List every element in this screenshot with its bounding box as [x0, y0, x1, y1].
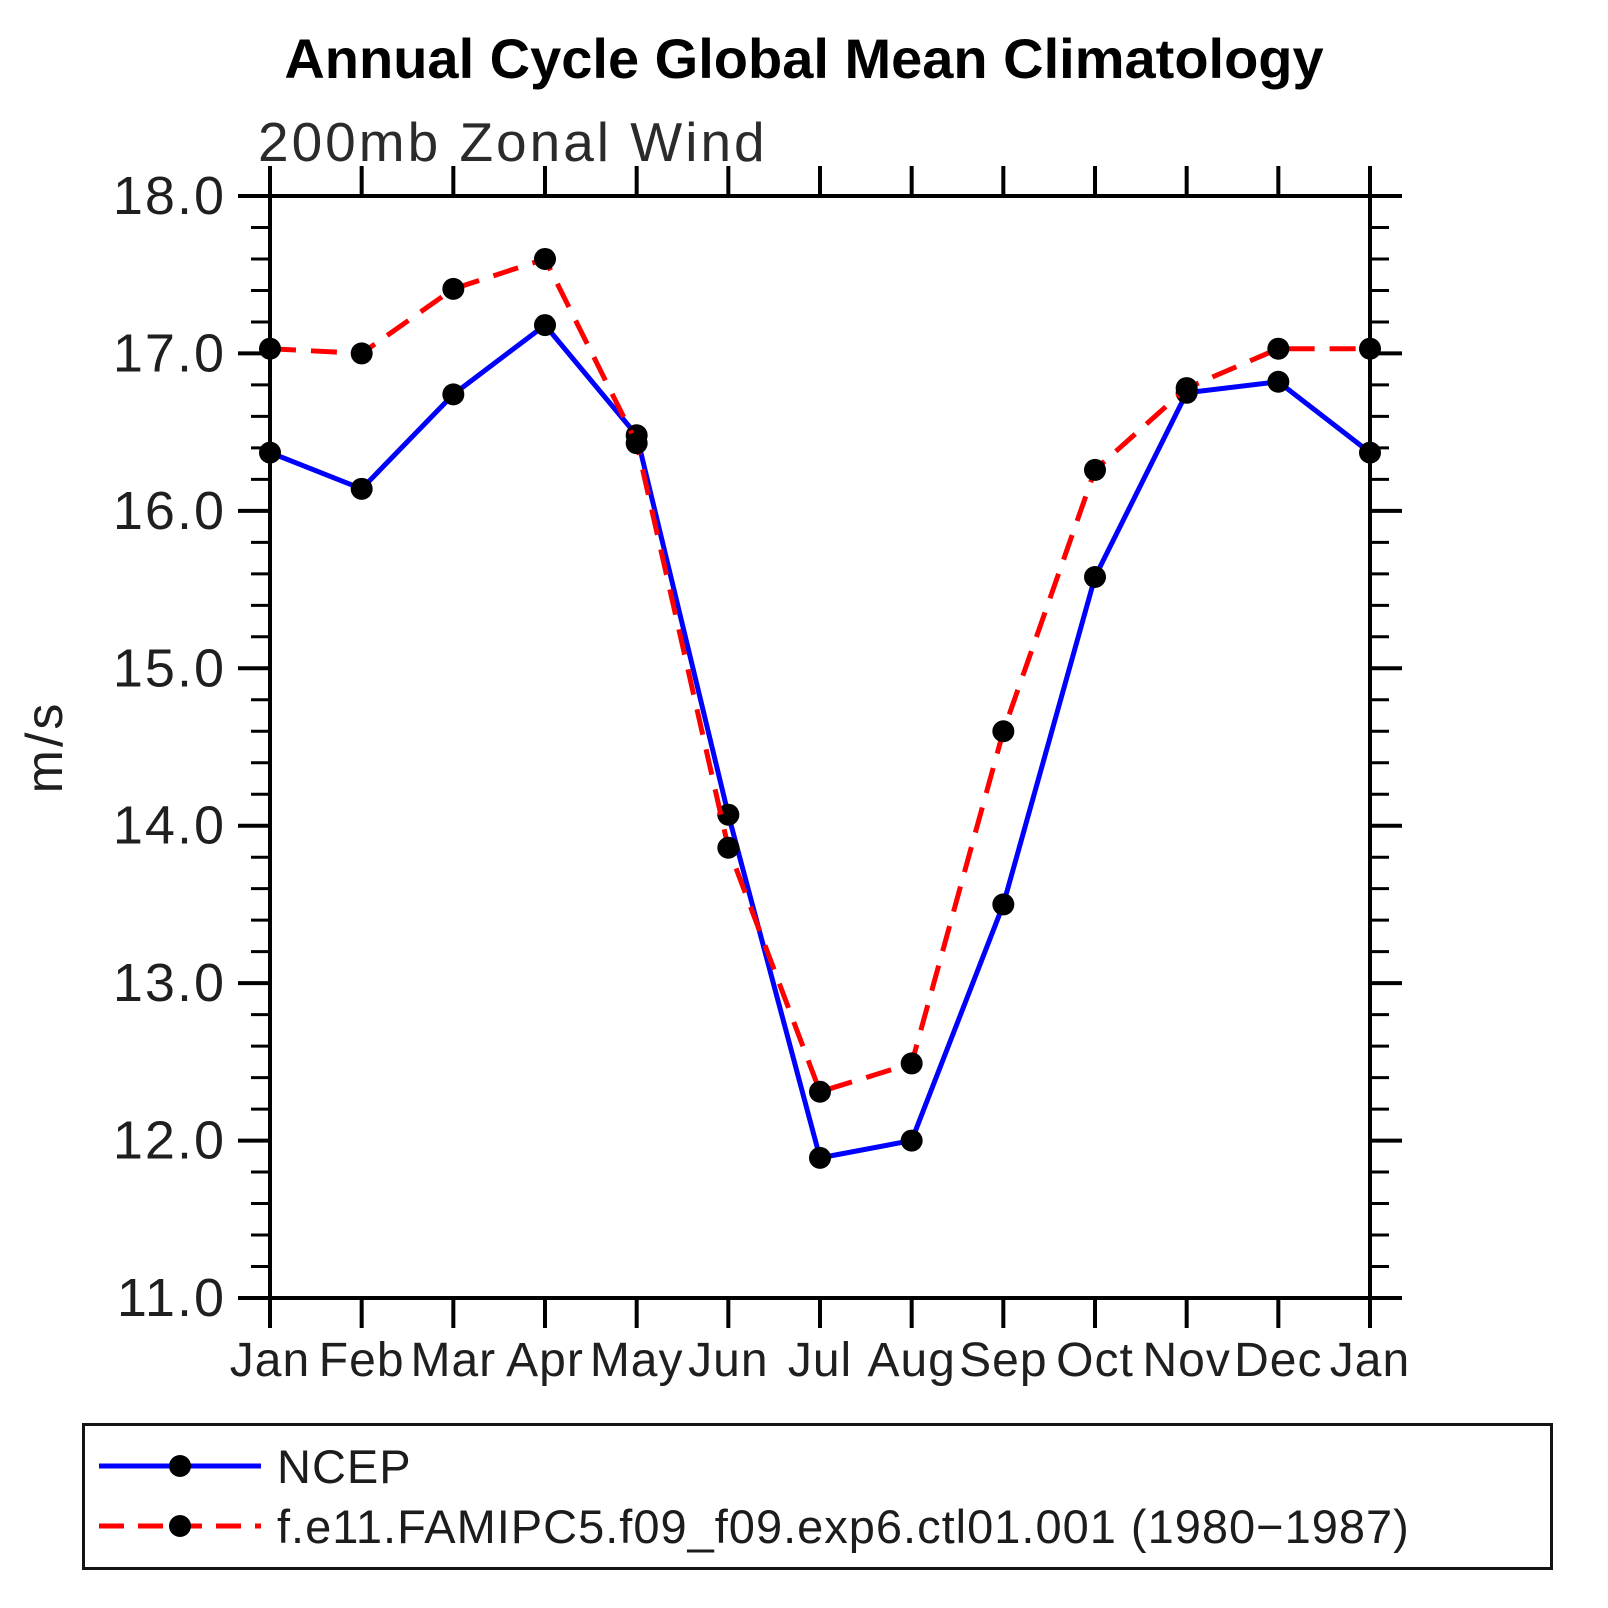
x-tick-labels: Jan Feb Mar Apr May Jun Jul Aug Sep Oct Nov Dec Jan: [230, 1334, 1410, 1387]
data-point-marker: [717, 803, 740, 826]
data-point-marker: [809, 1080, 831, 1103]
y-tick-label: 18.0: [113, 166, 226, 226]
y-tick-label: 13.0: [113, 953, 226, 1013]
data-point-marker: [442, 277, 465, 300]
data-point-marker: [1267, 337, 1290, 360]
data-point-marker: [900, 1052, 923, 1075]
legend-line-sample-solid: [99, 1455, 261, 1477]
chart-subtitle: 200mb Zonal Wind: [258, 111, 768, 173]
data-point-marker: [1084, 565, 1106, 588]
data-point-marker: [1084, 458, 1106, 481]
x-tick-label: Nov: [1142, 1334, 1230, 1387]
y-axis-label: m/s: [16, 701, 74, 794]
y-tick-labels: 11.0 12.0 13.0 14.0 15.0 16.0 17.0 18.0: [113, 166, 226, 1328]
legend-entry-ncep: NCEP: [93, 1440, 412, 1493]
data-point-marker: [259, 337, 281, 360]
y-tick-label: 17.0: [113, 323, 226, 383]
x-tick-label: Sep: [959, 1334, 1047, 1387]
data-point-marker: [1359, 441, 1381, 464]
data-point-marker: [717, 836, 740, 859]
data-point-marker: [534, 314, 556, 337]
x-tick-label: Apr: [506, 1334, 584, 1387]
data-point-marker: [900, 1129, 923, 1152]
x-tick-label: Mar: [410, 1334, 496, 1387]
legend: NCEP f.e11.FAMIPC5.f09_f09.exp6.ctl01.00…: [82, 1423, 1553, 1570]
y-tick-label: 16.0: [113, 481, 226, 541]
x-tick-label: Jul: [788, 1334, 852, 1387]
x-tick-label: Dec: [1234, 1334, 1322, 1387]
data-point-marker: [442, 383, 465, 406]
x-tick-label: Oct: [1056, 1334, 1134, 1387]
series-line-ncep: [269, 322, 1372, 1161]
y-tick-label: 11.0: [117, 1268, 226, 1328]
data-point-marker: [625, 432, 648, 455]
data-point-marker: [350, 477, 373, 500]
data-point-marker: [992, 893, 1015, 916]
x-tick-label: May: [590, 1334, 684, 1387]
data-series: [259, 247, 1381, 1169]
x-tick-label: Feb: [319, 1334, 405, 1387]
legend-entry-model: f.e11.FAMIPC5.f09_f09.exp6.ctl01.001 (19…: [93, 1500, 1410, 1553]
y-tick-label: 12.0: [113, 1111, 226, 1171]
data-point-marker: [259, 441, 281, 464]
data-point-marker: [1267, 370, 1290, 393]
data-point-marker: [992, 720, 1015, 743]
x-tick-label: Jun: [688, 1334, 768, 1387]
chart-title: Annual Cycle Global Mean Climatology: [284, 27, 1324, 90]
legend-label: f.e11.FAMIPC5.f09_f09.exp6.ctl01.001 (19…: [277, 1499, 1410, 1553]
axis-ticks: [238, 166, 1402, 1328]
x-tick-label: Jan: [1330, 1334, 1410, 1387]
x-tick-label: Aug: [867, 1334, 955, 1387]
data-point-marker: [534, 247, 556, 270]
y-tick-label: 15.0: [113, 638, 226, 698]
y-tick-label: 14.0: [113, 796, 226, 856]
data-point-marker: [350, 342, 373, 365]
plot-frame: [268, 194, 1372, 1300]
legend-label: NCEP: [277, 1439, 412, 1493]
data-point-marker: [809, 1146, 831, 1169]
legend-marker-icon: [169, 1455, 191, 1477]
legend-line-sample-dashed: [99, 1515, 261, 1537]
data-point-marker: [1175, 377, 1198, 400]
data-point-marker: [1359, 337, 1381, 360]
plot-frame-rect: [268, 194, 1372, 1300]
legend-marker-icon: [169, 1515, 191, 1537]
x-tick-label: Jan: [230, 1334, 310, 1387]
series-line-model: [269, 256, 1370, 1095]
